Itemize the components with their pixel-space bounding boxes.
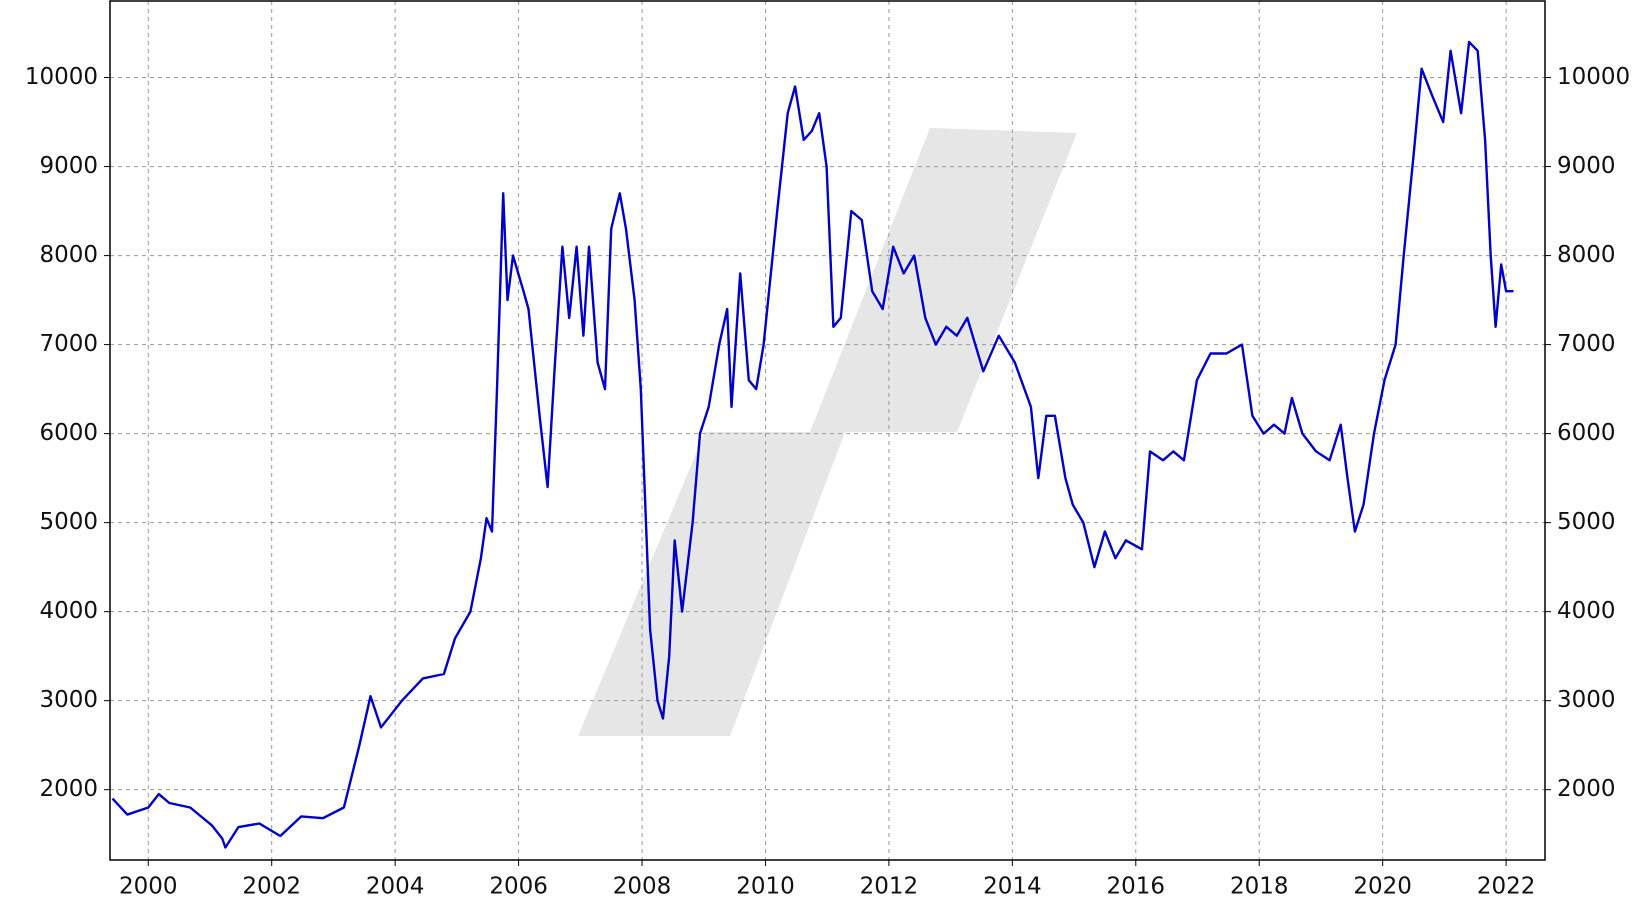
x-tick-label: 2002 xyxy=(242,874,301,900)
x-tick-label: 2006 xyxy=(489,874,548,900)
x-tick-label: 2004 xyxy=(366,874,425,900)
y2-tick-label: 8000 xyxy=(1557,242,1616,268)
y2-tick-label: 6000 xyxy=(1557,420,1616,446)
y-tick-label: 2000 xyxy=(39,776,98,802)
x-tick-label: 2000 xyxy=(119,874,178,900)
y2-tick-label: 2000 xyxy=(1557,776,1616,802)
y-tick-label: 10000 xyxy=(25,64,98,90)
y-tick-label: 6000 xyxy=(39,420,98,446)
y-tick-label: 4000 xyxy=(39,598,98,624)
x-tick-label: 2020 xyxy=(1353,874,1412,900)
x-tick-label: 2010 xyxy=(736,874,795,900)
y2-tick-label: 4000 xyxy=(1557,598,1616,624)
y-tick-label: 7000 xyxy=(39,331,98,357)
y-tick-label: 5000 xyxy=(39,509,98,535)
x-tick-label: 2008 xyxy=(613,874,672,900)
x-tick-label: 2016 xyxy=(1107,874,1166,900)
plot-frame xyxy=(109,0,1546,861)
x-tick-label: 2022 xyxy=(1477,874,1536,900)
y2-tick-label: 10000 xyxy=(1557,64,1630,90)
y-tick-label: 8000 xyxy=(39,242,98,268)
y2-tick-label: 5000 xyxy=(1557,509,1616,535)
x-tick-label: 2018 xyxy=(1230,874,1289,900)
y-tick-label: 3000 xyxy=(39,687,98,713)
x-tick-label: 2012 xyxy=(860,874,919,900)
y-tick-label: 9000 xyxy=(39,153,98,179)
y2-tick-label: 9000 xyxy=(1557,153,1616,179)
watermark xyxy=(578,128,1077,736)
y2-tick-label: 7000 xyxy=(1557,331,1616,357)
x-tick-label: 2014 xyxy=(983,874,1042,900)
y2-tick-label: 3000 xyxy=(1557,687,1616,713)
price-line xyxy=(111,40,1514,849)
